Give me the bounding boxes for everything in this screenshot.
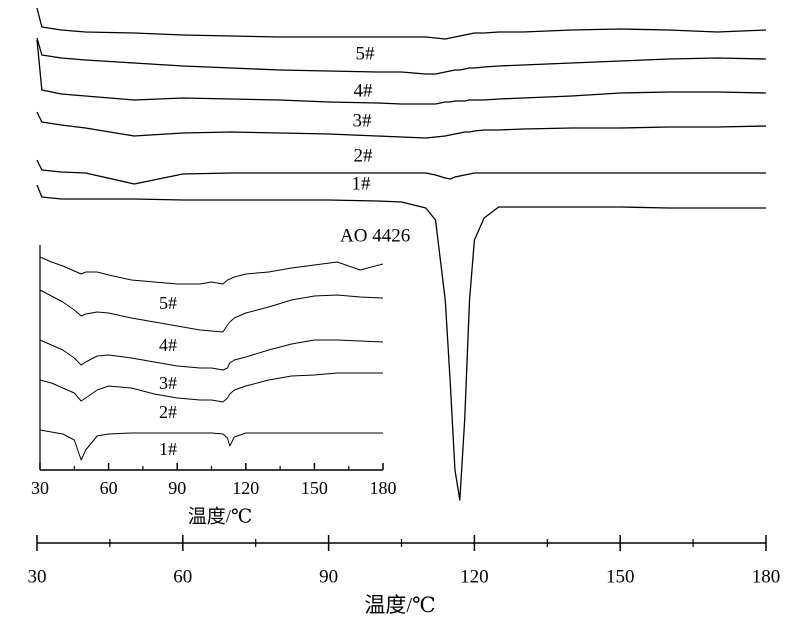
- curve: [39, 372, 383, 403]
- x-tick-label: 180: [752, 566, 781, 587]
- series-label: 1#: [352, 173, 372, 194]
- curve: [36, 111, 767, 139]
- series-label: 5#: [159, 293, 177, 313]
- x-tick-label: 30: [31, 478, 49, 498]
- curve: [36, 159, 766, 185]
- x-tick-label: 60: [100, 478, 118, 498]
- x-tick-label: 150: [301, 478, 328, 498]
- series-label: 2#: [354, 145, 374, 166]
- x-tick-label: 150: [606, 566, 635, 587]
- x-tick-label: 60: [173, 566, 192, 587]
- curve: [39, 289, 384, 333]
- x-tick-label: 180: [370, 478, 397, 498]
- series-label: 3#: [159, 373, 177, 393]
- curve: [36, 184, 766, 501]
- curve: [39, 429, 383, 461]
- series-label: AO 4426: [340, 225, 410, 246]
- series-label: 5#: [356, 43, 376, 64]
- curve: [39, 256, 384, 285]
- curve: [36, 37, 767, 75]
- x-axis-label: 温度/℃: [188, 505, 253, 527]
- x-tick-label: 30: [28, 566, 47, 587]
- series-label: 2#: [159, 402, 177, 422]
- series-label: 4#: [354, 80, 374, 101]
- series-label: 1#: [159, 439, 177, 459]
- curve: [36, 39, 767, 105]
- x-axis-label: 温度/℃: [364, 593, 435, 617]
- x-tick-label: 120: [460, 566, 489, 587]
- series-label: 3#: [353, 110, 373, 131]
- series-label: 4#: [159, 335, 177, 355]
- curve: [36, 7, 767, 40]
- x-tick-label: 90: [319, 566, 338, 587]
- curve: [39, 339, 384, 371]
- x-tick-label: 120: [232, 478, 259, 498]
- x-tick-label: 90: [168, 478, 186, 498]
